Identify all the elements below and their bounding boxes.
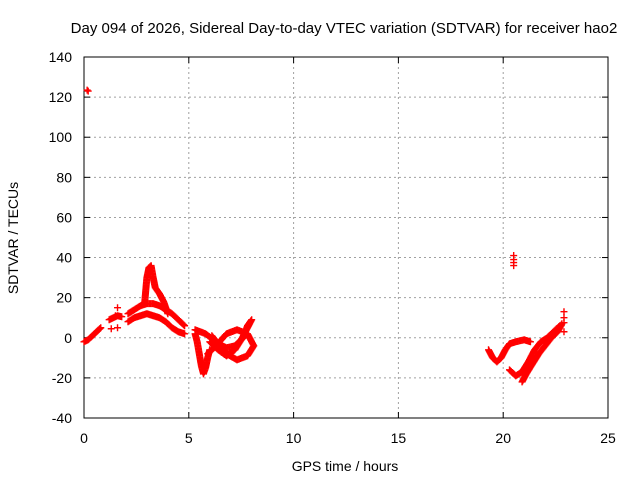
data-point-outlier [84, 87, 92, 95]
y-tick-label: 20 [56, 290, 72, 306]
y-tick-label: 0 [64, 330, 72, 346]
data-point-outlier [114, 304, 122, 312]
data-point-outlier [510, 262, 518, 270]
y-tick-label: 60 [56, 209, 72, 225]
data-point-outlier [560, 328, 568, 336]
data-point-late-cluster [526, 338, 534, 346]
axis-layer: 0 5 10 15 20 25 -40 -20 0 20 40 60 80 100 120 140 [49, 49, 616, 446]
data-point-band-upper [180, 321, 188, 329]
x-tick-label: 10 [286, 430, 302, 446]
y-axis-label: SDTVAR / TECUs [5, 182, 21, 294]
x-tick-label: 15 [391, 430, 407, 446]
data-point-outlier [83, 86, 91, 94]
data-point-outlier [560, 319, 568, 327]
y-tick-label: 120 [49, 89, 73, 105]
plot-frame [83, 56, 609, 419]
y-tick-label: -40 [52, 410, 72, 426]
x-axis-label: GPS time / hours [292, 458, 399, 474]
x-tick-label: 25 [600, 430, 616, 446]
y-tick-label: 140 [49, 49, 73, 65]
data-point-outlier [111, 312, 119, 320]
y-tick-label: 100 [49, 129, 73, 145]
data-point-outlier [114, 324, 122, 332]
data-point-outlier [560, 308, 568, 316]
data-point-morning-rise [96, 325, 104, 333]
data-point-spike [164, 310, 172, 318]
data-point-band-lower [181, 330, 189, 338]
data-point-band-upper [181, 322, 189, 330]
x-tick-label: 5 [185, 430, 193, 446]
data-point-loop-b [208, 332, 216, 340]
y-tick-label: -20 [52, 370, 72, 386]
data-point-outlier [107, 325, 115, 333]
x-tick-label: 20 [495, 430, 511, 446]
data-point-loop-a [204, 350, 212, 358]
chart-title: Day 094 of 2026, Sidereal Day-to-day VTE… [71, 20, 618, 37]
data-point-morning-rise [97, 324, 105, 332]
data-point-step-1 [118, 313, 126, 321]
x-tick-label: 0 [80, 430, 88, 446]
y-tick-label: 40 [56, 250, 72, 266]
data-marks [80, 86, 568, 386]
y-tick-label: 80 [56, 169, 72, 185]
data-point-loop-b [209, 333, 217, 341]
data-point-loop-a [205, 349, 213, 357]
